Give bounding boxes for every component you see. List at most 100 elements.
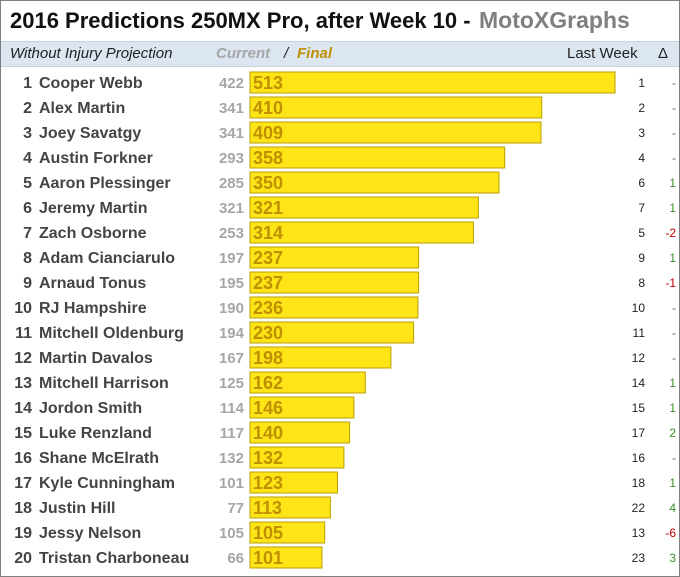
final-value: 113	[253, 498, 282, 518]
rank-label: 8	[23, 250, 32, 267]
last-week-rank: 18	[632, 476, 646, 490]
final-value: 146	[253, 398, 283, 418]
final-bar	[249, 221, 474, 244]
final-bar	[249, 96, 543, 119]
projection-label: Without Injury Projection	[10, 45, 173, 62]
final-bar	[249, 271, 420, 294]
rider-name: Alex Martin	[39, 100, 125, 117]
last-week-rank: 5	[638, 226, 645, 240]
final-bar	[249, 496, 331, 519]
position-change: 1	[669, 201, 676, 215]
current-value: 253	[219, 225, 244, 242]
final-bar	[249, 171, 500, 194]
current-value: 195	[219, 275, 244, 292]
rank-label: 15	[14, 425, 32, 442]
title-bar: 2016 Predictions 250MX Pro, after Week 1…	[1, 1, 679, 41]
final-value: 410	[253, 98, 283, 118]
position-change: -	[672, 126, 676, 140]
final-value: 132	[253, 448, 283, 468]
legend-current: Current	[216, 45, 271, 62]
rank-label: 7	[23, 225, 32, 242]
position-change: 1	[669, 251, 676, 265]
current-value: 321	[219, 200, 244, 217]
rank-label: 10	[14, 300, 32, 317]
rider-name: Adam Cianciarulo	[39, 250, 175, 267]
current-value: 101	[219, 475, 244, 492]
last-week-rank: 17	[632, 426, 646, 440]
current-value: 341	[219, 125, 244, 142]
last-week-rank: 2	[638, 101, 645, 115]
rank-label: 11	[15, 325, 32, 342]
final-value: 236	[253, 298, 283, 318]
rank-label: 17	[14, 475, 32, 492]
last-week-rank: 13	[632, 526, 646, 540]
current-value: 167	[219, 350, 244, 367]
chart-title: 2016 Predictions 250MX Pro, after Week 1…	[10, 8, 471, 33]
rider-name: Jeremy Martin	[39, 200, 148, 217]
final-value: 513	[253, 73, 283, 93]
position-change: 1	[669, 176, 676, 190]
rider-name: Austin Forkner	[39, 150, 153, 167]
current-value: 66	[227, 550, 244, 567]
final-value: 237	[253, 273, 283, 293]
final-bar	[249, 471, 338, 494]
rank-label: 5	[23, 175, 32, 192]
position-change: 1	[669, 476, 676, 490]
rank-label: 1	[23, 75, 32, 92]
position-change: 1	[669, 376, 676, 390]
rider-name: Martin Davalos	[39, 350, 153, 367]
rank-label: 6	[23, 200, 32, 217]
rank-label: 3	[23, 125, 32, 142]
rider-name: Arnaud Tonus	[39, 275, 146, 292]
final-bar	[249, 296, 419, 319]
final-value: 350	[253, 173, 283, 193]
position-change: 3	[669, 551, 676, 565]
last-week-rank: 3	[638, 126, 645, 140]
final-value: 162	[253, 373, 283, 393]
final-value: 409	[253, 123, 283, 143]
last-week-rank: 16	[632, 451, 646, 465]
current-value: 105	[219, 525, 244, 542]
rider-name: RJ Hampshire	[39, 300, 147, 317]
rider-name: Shane McElrath	[39, 450, 159, 467]
rider-name: Mitchell Oldenburg	[39, 325, 184, 342]
current-value: 117	[220, 425, 244, 442]
last-week-rank: 22	[632, 501, 646, 515]
last-week-rank: 9	[638, 251, 645, 265]
rider-name: Kyle Cunningham	[39, 475, 175, 492]
final-bar	[249, 321, 415, 344]
current-value: 293	[219, 150, 244, 167]
last-week-rank: 14	[632, 376, 646, 390]
final-value: 140	[253, 423, 283, 443]
last-week-rank: 4	[638, 151, 645, 165]
rank-label: 12	[14, 350, 32, 367]
current-value: 125	[219, 375, 244, 392]
rider-name: Justin Hill	[39, 500, 115, 517]
rank-label: 18	[14, 500, 32, 517]
last-week-rank: 7	[638, 201, 645, 215]
rider-name: Joey Savatgy	[39, 125, 141, 142]
final-bar	[249, 546, 323, 569]
final-bar	[249, 146, 506, 169]
position-change: 4	[669, 501, 676, 515]
rider-name: Jordon Smith	[39, 400, 142, 417]
last-week-rank: 10	[632, 301, 646, 315]
position-change: -	[672, 326, 676, 340]
last-week-rank: 23	[632, 551, 646, 565]
final-value: 105	[253, 523, 283, 543]
final-bar	[249, 196, 479, 219]
final-value: 123	[253, 473, 283, 493]
last-week-rank: 8	[638, 276, 645, 290]
current-value: 422	[219, 75, 244, 92]
rider-name: Aaron Plessinger	[39, 175, 171, 192]
position-change: 1	[669, 401, 676, 415]
current-value: 114	[220, 400, 245, 417]
final-value: 321	[253, 198, 283, 218]
position-change: -1	[665, 276, 676, 290]
last-week-rank: 15	[632, 401, 646, 415]
final-value: 230	[253, 323, 283, 343]
rider-name: Tristan Charboneau	[39, 550, 189, 567]
current-value: 194	[219, 325, 245, 342]
position-change: -	[672, 351, 676, 365]
